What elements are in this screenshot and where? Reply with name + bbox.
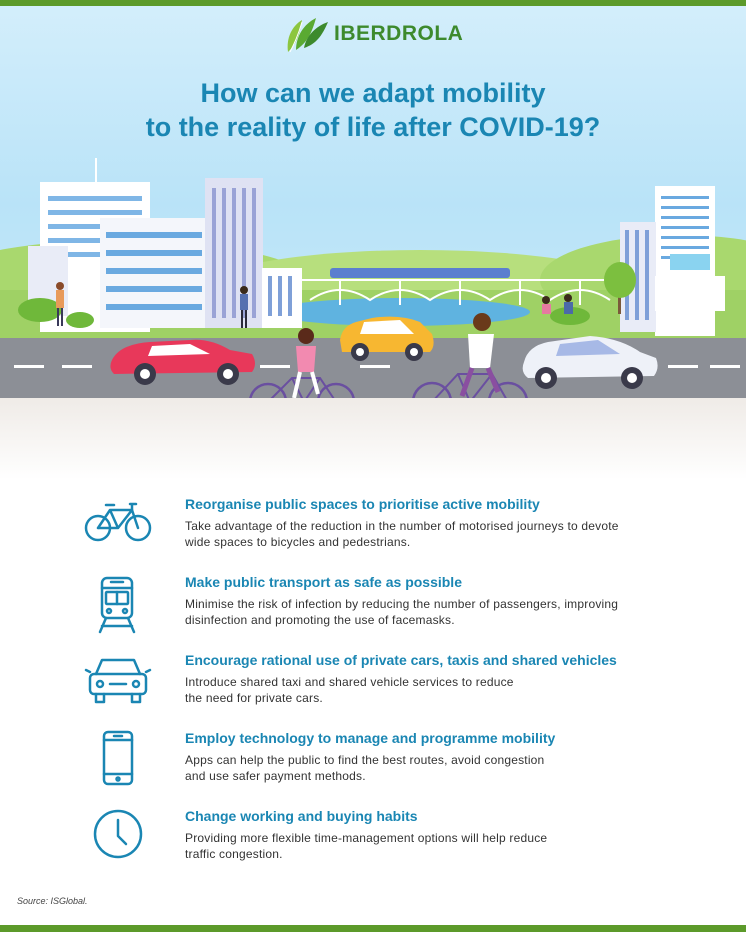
description-line: disinfection and promoting the use of fa… [185,613,455,627]
title-line-1: How can we adapt mobility [200,78,546,108]
tree-right [604,262,636,314]
description-line: Apps can help the public to find the bes… [185,753,545,767]
bicycle-icon [84,502,152,542]
recommendation-working-habits: Change working and buying habits Providi… [0,808,746,880]
item-heading: Reorganise public spaces to prioritise a… [185,496,540,512]
item-heading: Make public transport as safe as possibl… [185,574,462,590]
city-mobility-illustration [0,158,746,423]
bridge [300,279,620,305]
building-left-tall [205,178,263,328]
bottom-border-bar [0,925,746,932]
car-white [522,336,658,389]
description-line: Providing more flexible time-management … [185,831,548,845]
source-note: Source: ISGlobal. [17,896,88,906]
person-walking-center [240,286,248,328]
iberdrola-leaves-icon [287,18,328,53]
building-right-small [620,222,725,332]
item-description: Introduce shared taxi and shared vehicle… [185,674,665,706]
car-red [110,339,256,385]
clock-icon [93,809,143,859]
description-line: and use safer payment methods. [185,769,366,783]
description-line: Take advantage of the reduction in the n… [185,519,619,533]
brand-logo: IBERDROLA [284,14,463,54]
building-left-curved [100,218,210,328]
car-icon [84,658,152,704]
title-line-2: to the reality of life after COVID-19? [145,112,601,142]
recommendation-active-mobility: Reorganise public spaces to prioritise a… [0,496,746,568]
lake [270,298,530,326]
description-line: Introduce shared taxi and shared vehicle… [185,675,514,689]
people-sitting-right [542,294,573,314]
recommendation-technology: Employ technology to manage and programm… [0,730,746,802]
train-icon [98,576,136,634]
brand-name: IBERDROLA [334,22,464,45]
item-description: Take advantage of the reduction in the n… [185,518,665,550]
description-line: traffic congestion. [185,847,283,861]
smartphone-icon [102,730,134,786]
bushes [18,298,590,328]
item-heading: Change working and buying habits [185,808,418,824]
item-heading: Encourage rational use of private cars, … [185,652,617,668]
description-line: wide spaces to bicycles and pedestrians. [185,535,411,549]
recommendation-private-cars: Encourage rational use of private cars, … [0,652,746,724]
item-heading: Employ technology to manage and programm… [185,730,556,746]
description-line: Minimise the risk of infection by reduci… [185,597,619,611]
ground-fade [0,398,746,480]
description-line: the need for private cars. [185,691,323,705]
item-description: Apps can help the public to find the bes… [185,752,665,784]
item-description: Providing more flexible time-management … [185,830,665,862]
recommendation-public-transport: Make public transport as safe as possibl… [0,574,746,646]
train [330,268,510,278]
page-title: How can we adapt mobility to the reality… [0,76,746,144]
car-yellow [340,316,434,361]
person-standing-left [56,282,64,326]
top-border-bar [0,0,746,6]
item-description: Minimise the risk of infection by reduci… [185,596,665,628]
